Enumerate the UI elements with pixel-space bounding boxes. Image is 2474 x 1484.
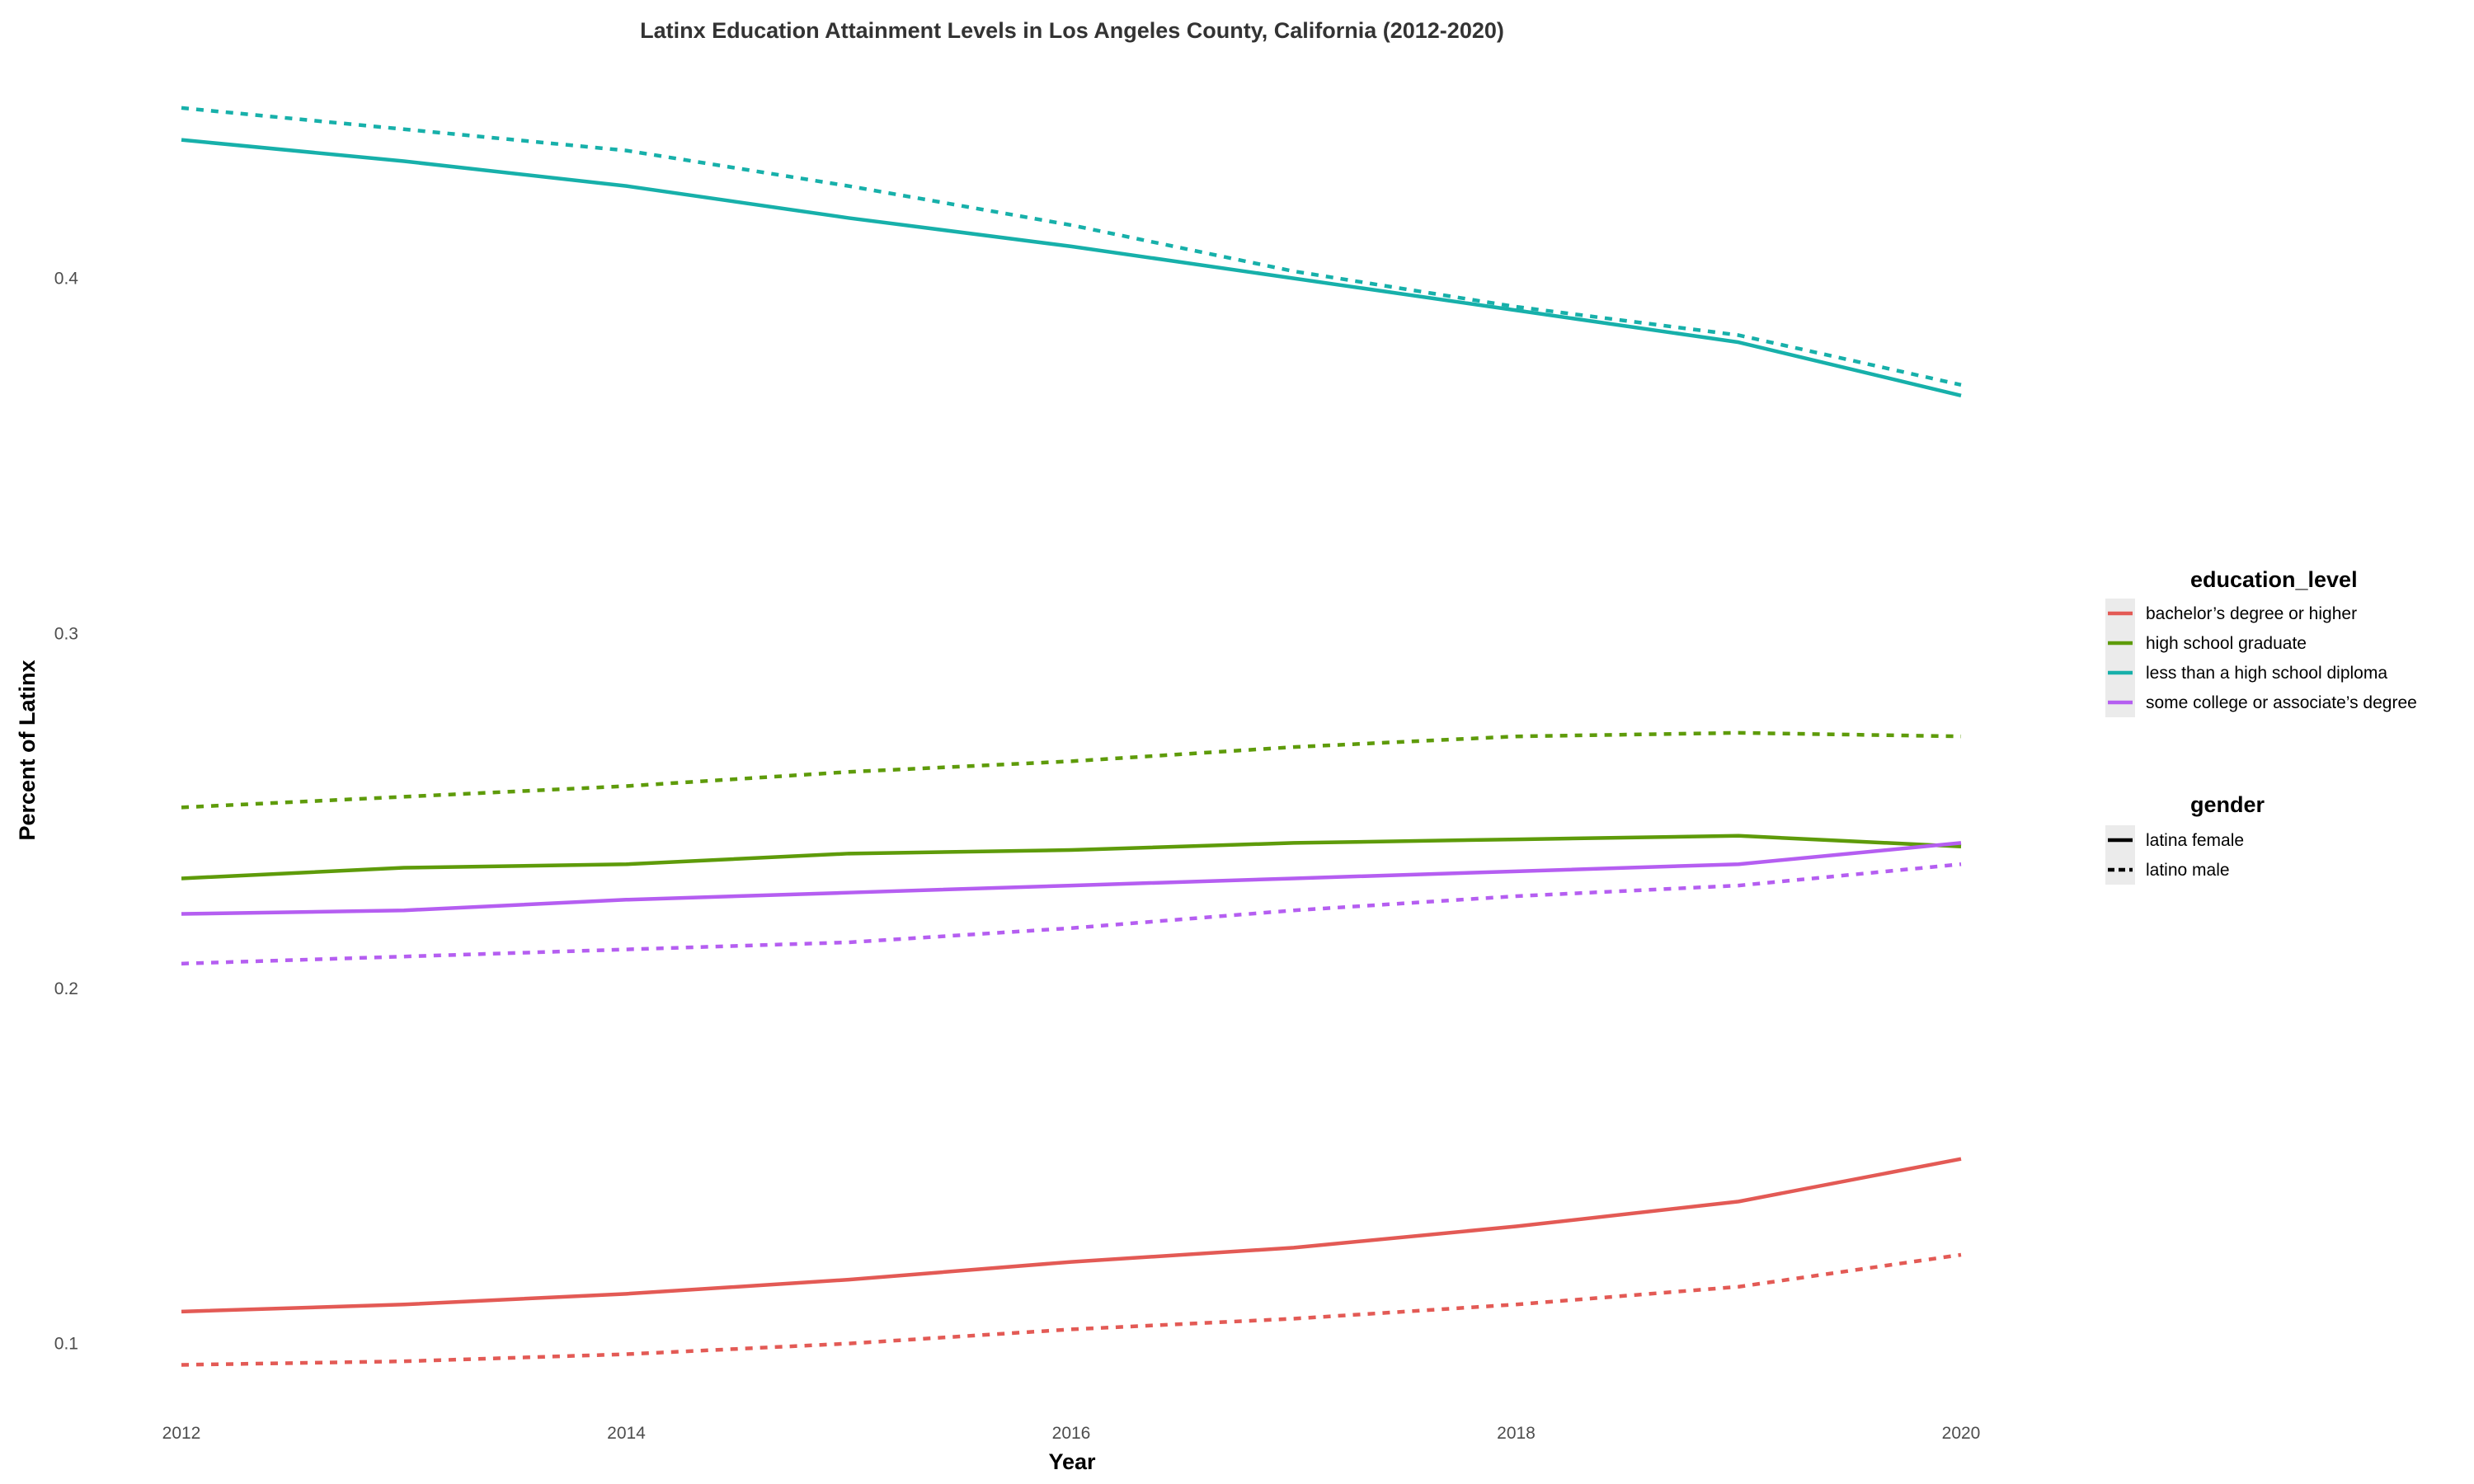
legend-item-latina-female: latina female [2105,825,2244,855]
chart-title: Latinx Education Attainment Levels in Lo… [640,18,1504,43]
series-line-bachelor-s-degree-or-higher-latino-male [181,1252,1962,1367]
series-line-bachelor-s-degree-or-higher-latina-female [181,1157,1962,1314]
series-line-high-school-graduate-latina-female [181,834,1962,881]
legend-gender: gender latina female latino male [2105,792,2265,885]
series-line-less-than-a-high-school-diploma-latino-male [181,106,1962,387]
legend-label: latino male [2146,861,2230,880]
y-tick-label: 0.1 [54,1335,78,1354]
series-line-less-than-a-high-school-diploma-latina-female [181,138,1962,397]
legend-label: bachelor’s degree or higher [2146,604,2357,623]
legend-item-bachelor-s-degree-or-higher: bachelor’s degree or higher [2105,599,2357,628]
x-axis-title: Year [1048,1449,1096,1474]
y-tick-label: 0.3 [54,624,78,643]
legend-item-latino-male: latino male [2105,855,2230,885]
y-axis-ticks: 0.1 0.2 0.3 0.4 [54,270,79,1354]
x-tick-label: 2018 [1497,1424,1536,1443]
legend-education-level: education_level bachelor’s degree or hig… [2105,567,2417,717]
y-tick-label: 0.4 [54,270,79,289]
x-tick-label: 2012 [162,1424,201,1443]
y-tick-label: 0.2 [54,979,78,998]
legend-item-high-school-graduate: high school graduate [2105,628,2307,658]
x-tick-label: 2016 [1052,1424,1091,1443]
x-axis-ticks: 2012 2014 2016 2018 2020 [162,1424,1981,1443]
legend-title-education-level: education_level [2190,567,2358,592]
legend-title-gender: gender [2190,792,2265,817]
series-line-some-college-or-associate-s-degree-latino-male [181,862,1962,966]
legend-label: latina female [2146,831,2244,850]
legend-label: some college or associate’s degree [2146,693,2417,712]
series-lines [181,106,1962,1367]
series-line-high-school-graduate-latino-male [181,730,1962,810]
legend-item-less-than-a-high-school-diploma: less than a high school diploma [2105,658,2387,688]
y-axis-title: Percent of Latinx [15,660,40,840]
x-tick-label: 2020 [1942,1424,1981,1443]
legend-label: high school graduate [2146,634,2307,653]
plot-area [181,106,1962,1367]
x-tick-label: 2014 [607,1424,646,1443]
series-line-some-college-or-associate-s-degree-latina-female [181,841,1962,916]
legend-label: less than a high school diploma [2146,664,2387,683]
legend-item-some-college-or-associate-s-degree: some college or associate’s degree [2105,688,2417,717]
